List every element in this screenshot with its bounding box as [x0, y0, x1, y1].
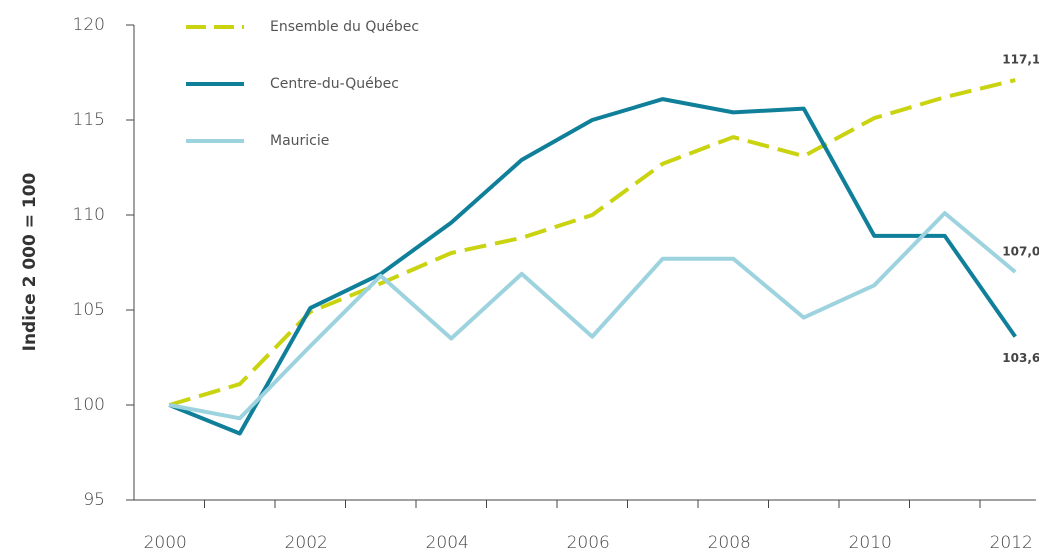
- data-label: 107,0: [1002, 245, 1039, 259]
- y-tick-label: 120: [73, 15, 105, 35]
- y-tick-label: 110: [73, 205, 105, 225]
- legend-label: Mauricie: [270, 133, 329, 149]
- data-label: 103,6: [1002, 351, 1039, 365]
- x-tick-label: 2012: [990, 533, 1033, 553]
- y-tick-label: 100: [73, 395, 105, 415]
- y-tick-label: 105: [73, 300, 105, 320]
- legend-label: Ensemble du Québec: [270, 19, 419, 35]
- x-tick-label: 2006: [567, 533, 610, 553]
- series-line: [168, 78, 1016, 407]
- x-tick-label: 2004: [426, 533, 469, 553]
- data-label: 117,1: [1002, 53, 1039, 67]
- legend-label: Centre-du-Québec: [270, 76, 399, 92]
- x-tick-label: 2010: [849, 533, 892, 553]
- series-line: [168, 211, 1017, 421]
- x-tick-label: 2000: [144, 533, 187, 553]
- y-tick-label: 115: [73, 110, 105, 130]
- series-line: [168, 97, 1017, 436]
- y-tick-label: 95: [83, 490, 105, 510]
- x-tick-label: 2008: [708, 533, 751, 553]
- y-axis-title: Indice 2 000 = 100: [20, 172, 40, 351]
- x-tick-label: 2002: [285, 533, 328, 553]
